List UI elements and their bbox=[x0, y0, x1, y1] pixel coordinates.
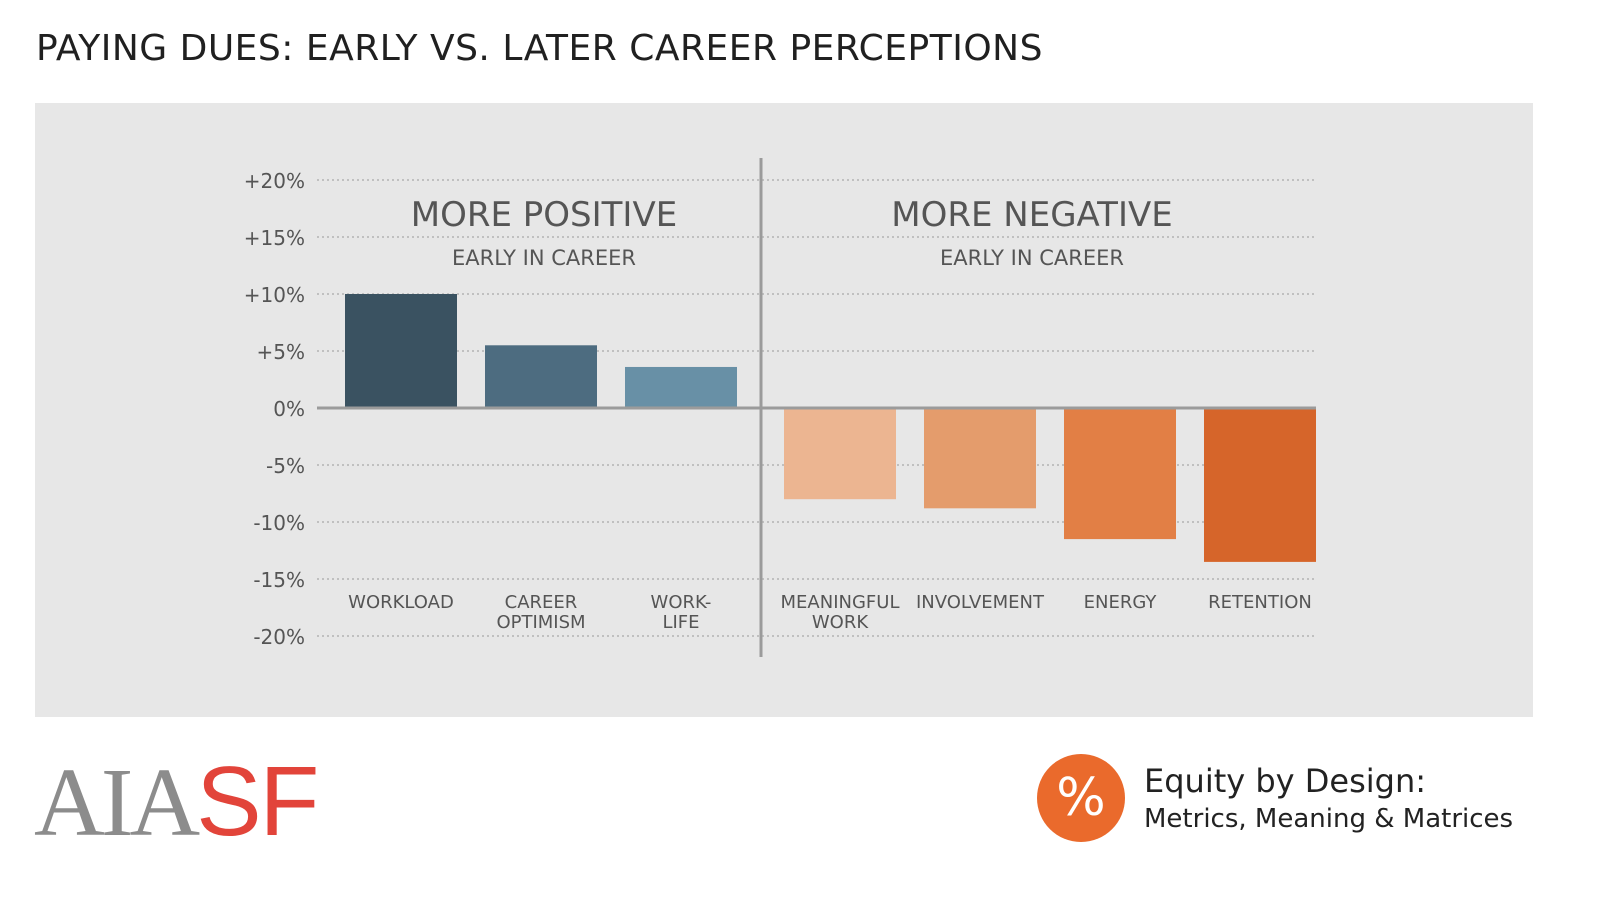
y-tick-label: +15% bbox=[244, 226, 305, 250]
aiasf-logo: AIASF bbox=[34, 752, 319, 852]
y-tick-label: -10% bbox=[253, 511, 305, 535]
percent-badge-icon: % bbox=[1037, 754, 1125, 842]
category-label: CAREER bbox=[505, 592, 578, 613]
category-label: WORK- bbox=[651, 592, 712, 613]
section-subheading: EARLY IN CAREER bbox=[940, 246, 1124, 270]
logo-aia-text: AIA bbox=[34, 749, 200, 857]
category-label: RETENTION bbox=[1208, 592, 1312, 613]
y-tick-label: +5% bbox=[257, 340, 306, 364]
y-tick-label: -20% bbox=[253, 625, 305, 649]
logo-sf-text: SF bbox=[196, 746, 319, 856]
y-tick-label: +10% bbox=[244, 283, 305, 307]
equity-by-design-title: Equity by Design: bbox=[1144, 762, 1427, 800]
chart-panel: +20% +15% +10% +5% 0% -5% -10% -15% -20% MORE POS… bbox=[35, 103, 1533, 717]
y-tick-label: +20% bbox=[244, 169, 305, 193]
category-label: WORK bbox=[812, 612, 869, 633]
bar bbox=[625, 366, 737, 408]
section-heading: MORE NEGATIVE bbox=[891, 195, 1172, 235]
bar bbox=[345, 294, 457, 408]
bar bbox=[1064, 408, 1176, 540]
y-tick-label: -15% bbox=[253, 568, 305, 592]
category-label: OPTIMISM bbox=[496, 612, 585, 633]
y-tick-label: 0% bbox=[273, 397, 305, 421]
y-tick-label: -5% bbox=[266, 454, 305, 478]
page-title: PAYING DUES: EARLY VS. LATER CAREER PERC… bbox=[36, 28, 1043, 69]
bar bbox=[784, 408, 896, 500]
equity-by-design-subtitle: Metrics, Meaning & Matrices bbox=[1144, 804, 1514, 834]
bar bbox=[924, 408, 1036, 509]
bar bbox=[485, 345, 597, 408]
category-label: LIFE bbox=[662, 612, 699, 633]
section-subheading: EARLY IN CAREER bbox=[452, 246, 636, 270]
section-heading: MORE POSITIVE bbox=[411, 195, 677, 235]
bar bbox=[1204, 408, 1316, 562]
category-label: INVOLVEMENT bbox=[916, 592, 1045, 613]
category-label: WORKLOAD bbox=[348, 592, 454, 613]
bar-chart: +20% +15% +10% +5% 0% -5% -10% -15% -20% MORE POS… bbox=[244, 158, 1316, 657]
category-label: MEANINGFUL bbox=[781, 592, 900, 613]
category-label: ENERGY bbox=[1084, 592, 1158, 613]
